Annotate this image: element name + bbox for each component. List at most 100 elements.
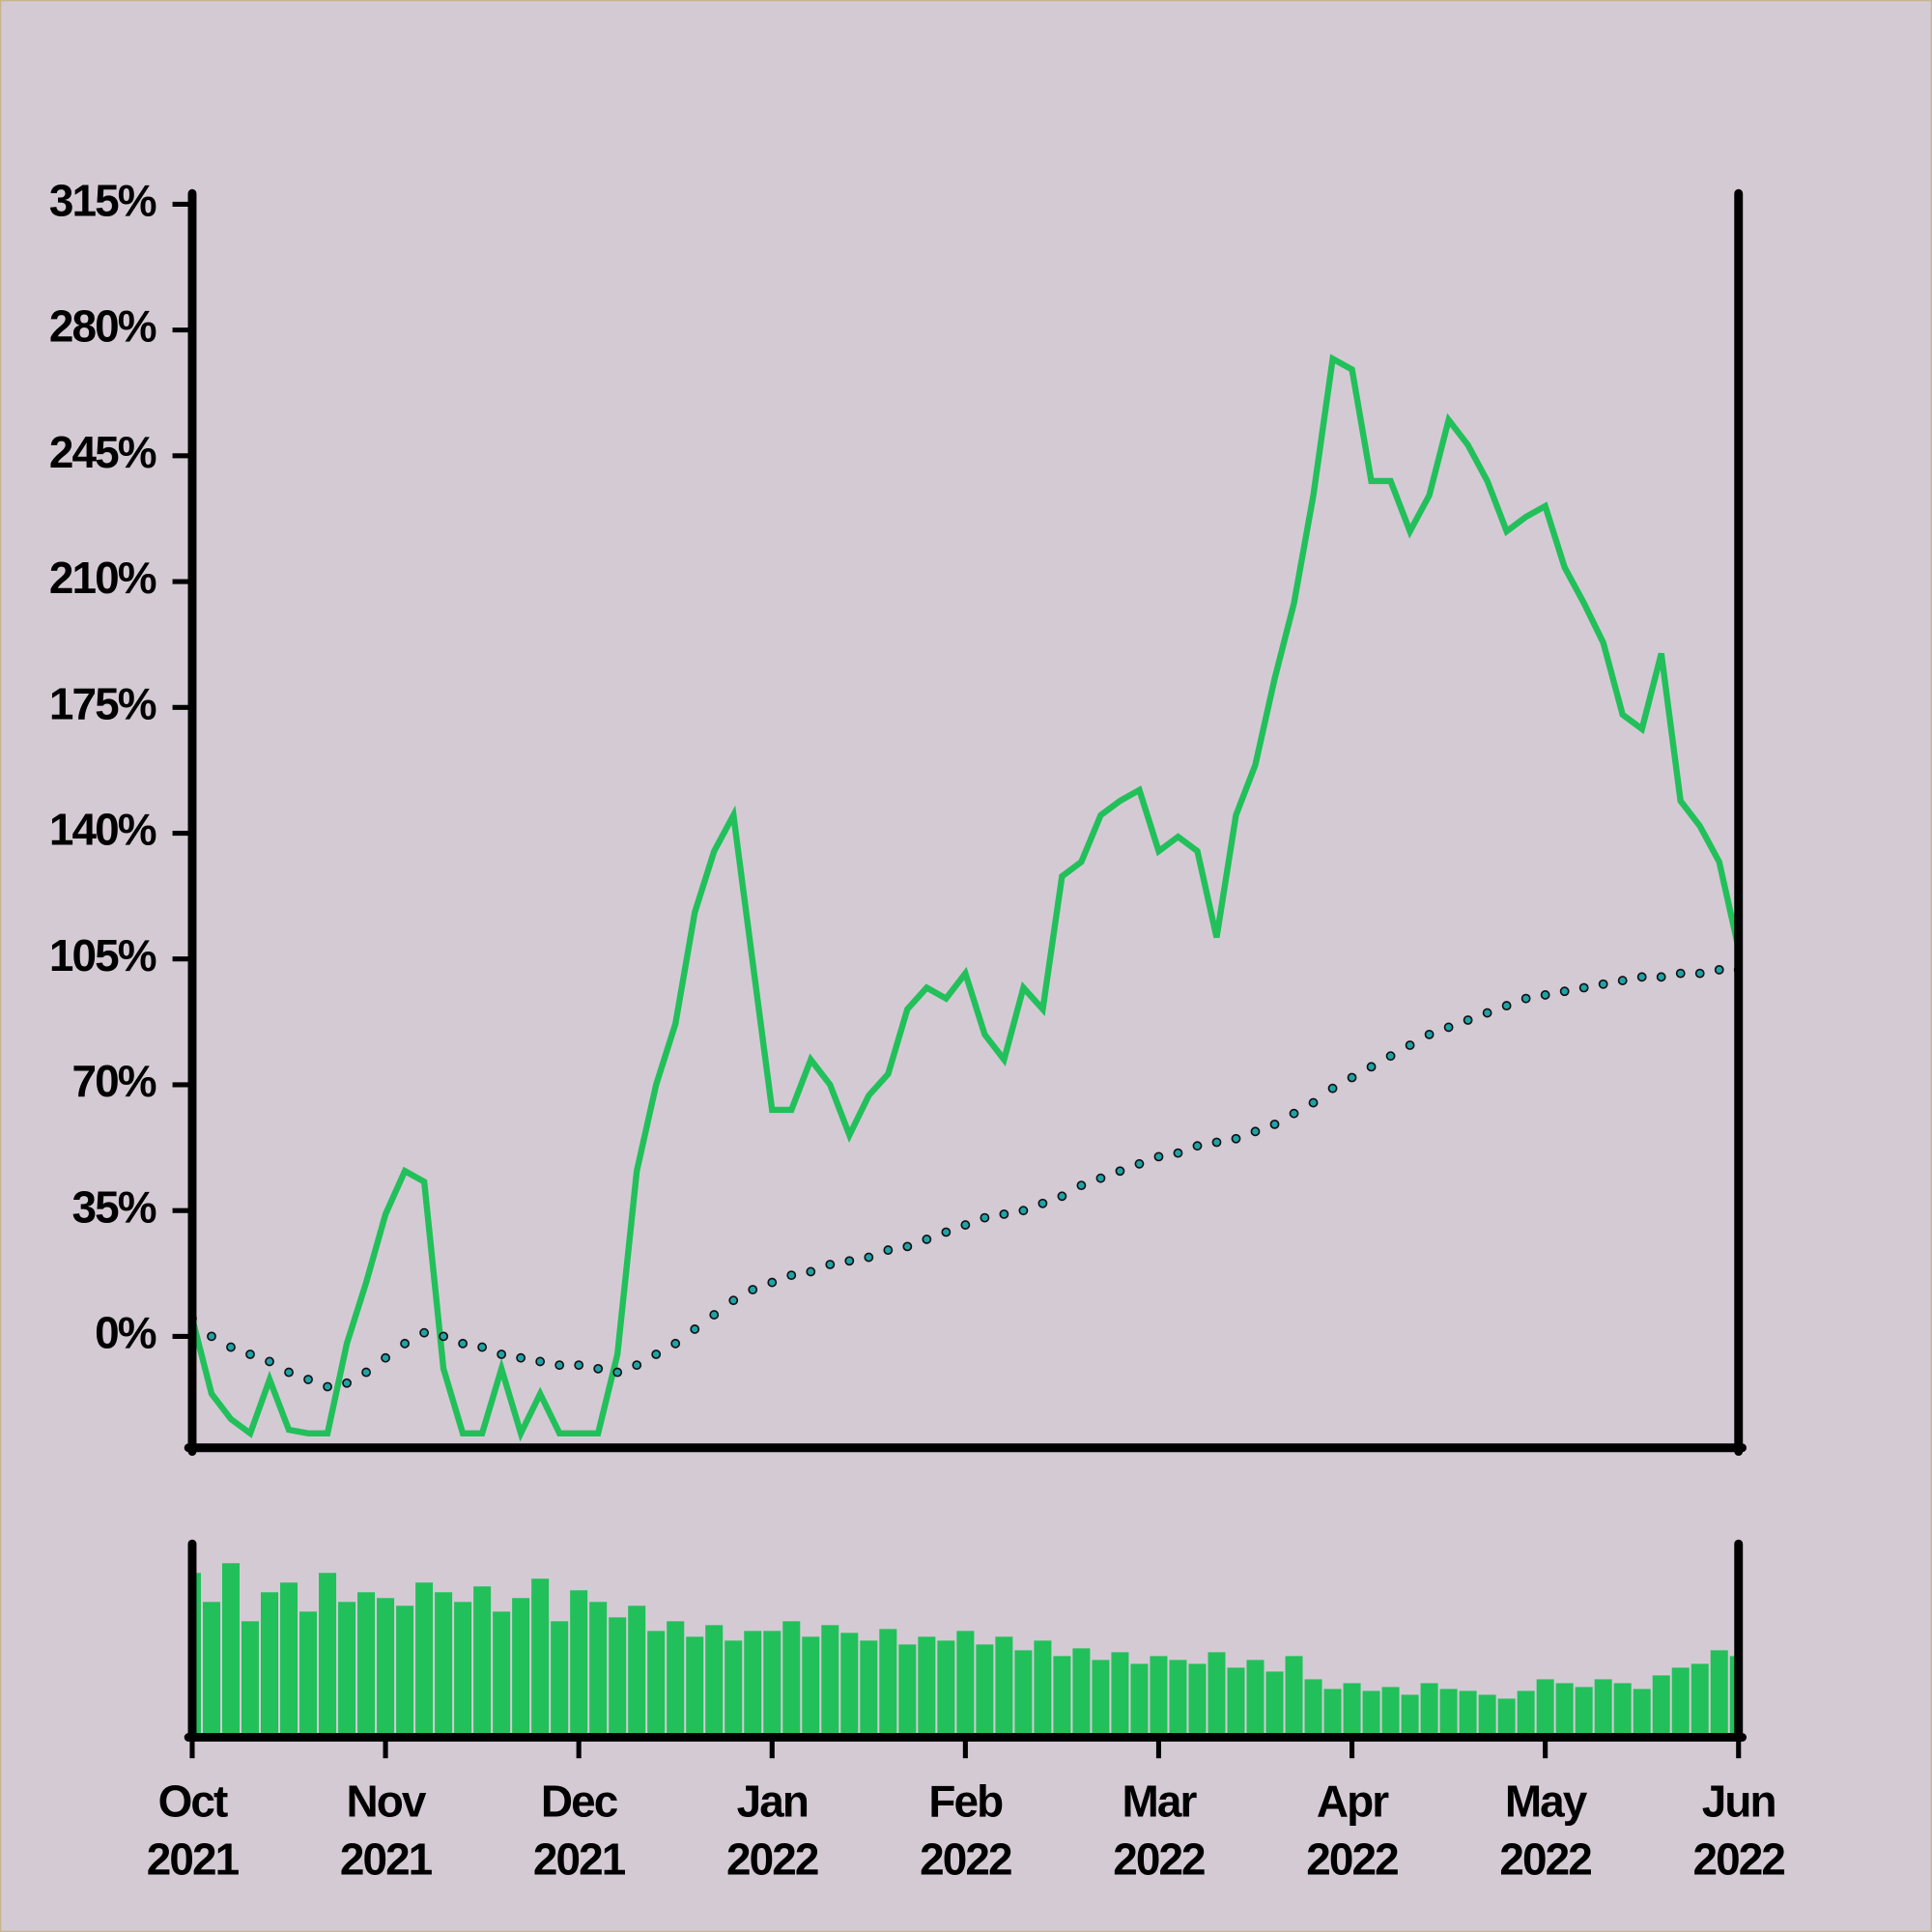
volume-bar [686, 1636, 704, 1738]
x-tick-label: Oct 2021 [147, 1776, 240, 1885]
volume-bar [454, 1602, 472, 1738]
ma-point [1578, 982, 1589, 993]
volume-bar [221, 1563, 241, 1738]
ma-point [1675, 968, 1686, 979]
ma-point [1308, 1097, 1319, 1108]
ma-point [960, 1220, 971, 1230]
volume-bar [1459, 1690, 1477, 1738]
volume-bar [1381, 1687, 1400, 1738]
ma-point [497, 1350, 507, 1359]
ma-point [902, 1241, 913, 1252]
ma-point [748, 1285, 758, 1294]
ma-point [458, 1338, 469, 1349]
volume-bar [1652, 1675, 1670, 1738]
ma-point [883, 1245, 894, 1256]
volume-bar [319, 1573, 337, 1738]
volume-bar [1439, 1689, 1458, 1738]
volume-bar [802, 1636, 820, 1738]
volume-bar [377, 1598, 395, 1738]
ma-point [1018, 1206, 1029, 1216]
ma-point [1540, 990, 1550, 1000]
ma-point [1656, 972, 1666, 982]
ma-point [593, 1363, 604, 1374]
ma-point [922, 1235, 932, 1244]
volume-bar [357, 1592, 376, 1738]
volume-bar [918, 1636, 936, 1738]
ma-point [574, 1360, 584, 1371]
volume-bar [396, 1605, 414, 1738]
ma-point [361, 1367, 371, 1378]
ma-point [1443, 1022, 1454, 1033]
volume-bar [1401, 1694, 1419, 1738]
y-tick-label: 105% [49, 930, 156, 980]
volume-bar [1130, 1663, 1149, 1738]
volume-bar [338, 1602, 356, 1738]
ma-point [439, 1331, 449, 1342]
ma-point [864, 1252, 874, 1263]
volume-bar [191, 1573, 201, 1738]
volume-bar [898, 1644, 917, 1738]
ma-point [1424, 1029, 1435, 1039]
ma-point [1231, 1133, 1241, 1144]
volume-bar [551, 1621, 569, 1738]
ma-point [767, 1277, 778, 1288]
x-tick-label: Jan 2022 [726, 1776, 818, 1885]
volume-bar [242, 1621, 260, 1738]
volume-bar [744, 1631, 762, 1738]
volume-bar [763, 1631, 781, 1738]
ma-point [1636, 972, 1647, 982]
volume-bar [628, 1605, 646, 1738]
volume-bar [1285, 1656, 1303, 1738]
ma-point [1366, 1062, 1377, 1072]
ma-point [632, 1360, 642, 1371]
y-tick-label: 280% [49, 301, 156, 352]
volume-bar [1517, 1690, 1535, 1738]
volume-bar [299, 1611, 318, 1738]
ma-point [709, 1310, 720, 1320]
volume-bar [647, 1631, 666, 1738]
y-tick-label: 210% [49, 553, 156, 603]
volume-bar [1150, 1656, 1168, 1738]
volume-bar [1497, 1698, 1516, 1738]
volume-bar [531, 1578, 550, 1738]
ma-point [1385, 1051, 1396, 1062]
volume-bar [415, 1582, 434, 1738]
ma-point [651, 1350, 662, 1359]
volume-bar [667, 1621, 685, 1738]
ma-point [1520, 993, 1531, 1004]
plot-area [191, 354, 1739, 1442]
volume-bar [1188, 1663, 1207, 1738]
volume-bar [1613, 1683, 1632, 1738]
volume-bar [976, 1644, 994, 1738]
ma-point [323, 1381, 332, 1392]
ma-point [1559, 986, 1570, 997]
ma-point [303, 1375, 313, 1384]
volume-bar [879, 1629, 897, 1738]
ma-point [844, 1256, 855, 1266]
volume-bar [1092, 1660, 1110, 1738]
volume-bar [1034, 1640, 1052, 1738]
volume-bar [1265, 1671, 1284, 1738]
y-tick-label: 140% [49, 805, 156, 855]
ma-point [1153, 1151, 1164, 1162]
volume-area [191, 1563, 1739, 1738]
volume-bar [821, 1625, 839, 1738]
ma-point [1714, 964, 1724, 975]
ma-point [612, 1367, 623, 1378]
ma-point [477, 1342, 488, 1352]
volume-bar [1690, 1663, 1709, 1738]
ma-point [728, 1295, 739, 1306]
x-tick-label: Apr 2022 [1306, 1776, 1398, 1885]
volume-bar [840, 1633, 859, 1738]
volume-bar [1072, 1648, 1091, 1738]
ma-point [1482, 1008, 1492, 1018]
ma-point [342, 1378, 352, 1388]
volume-bar [1014, 1650, 1033, 1738]
volume-bar [1053, 1656, 1071, 1738]
x-tick-label: Jun 2022 [1693, 1776, 1785, 1885]
y-tick-label: 175% [49, 678, 156, 728]
volume-bar [1208, 1652, 1226, 1738]
ma-point [690, 1324, 700, 1334]
